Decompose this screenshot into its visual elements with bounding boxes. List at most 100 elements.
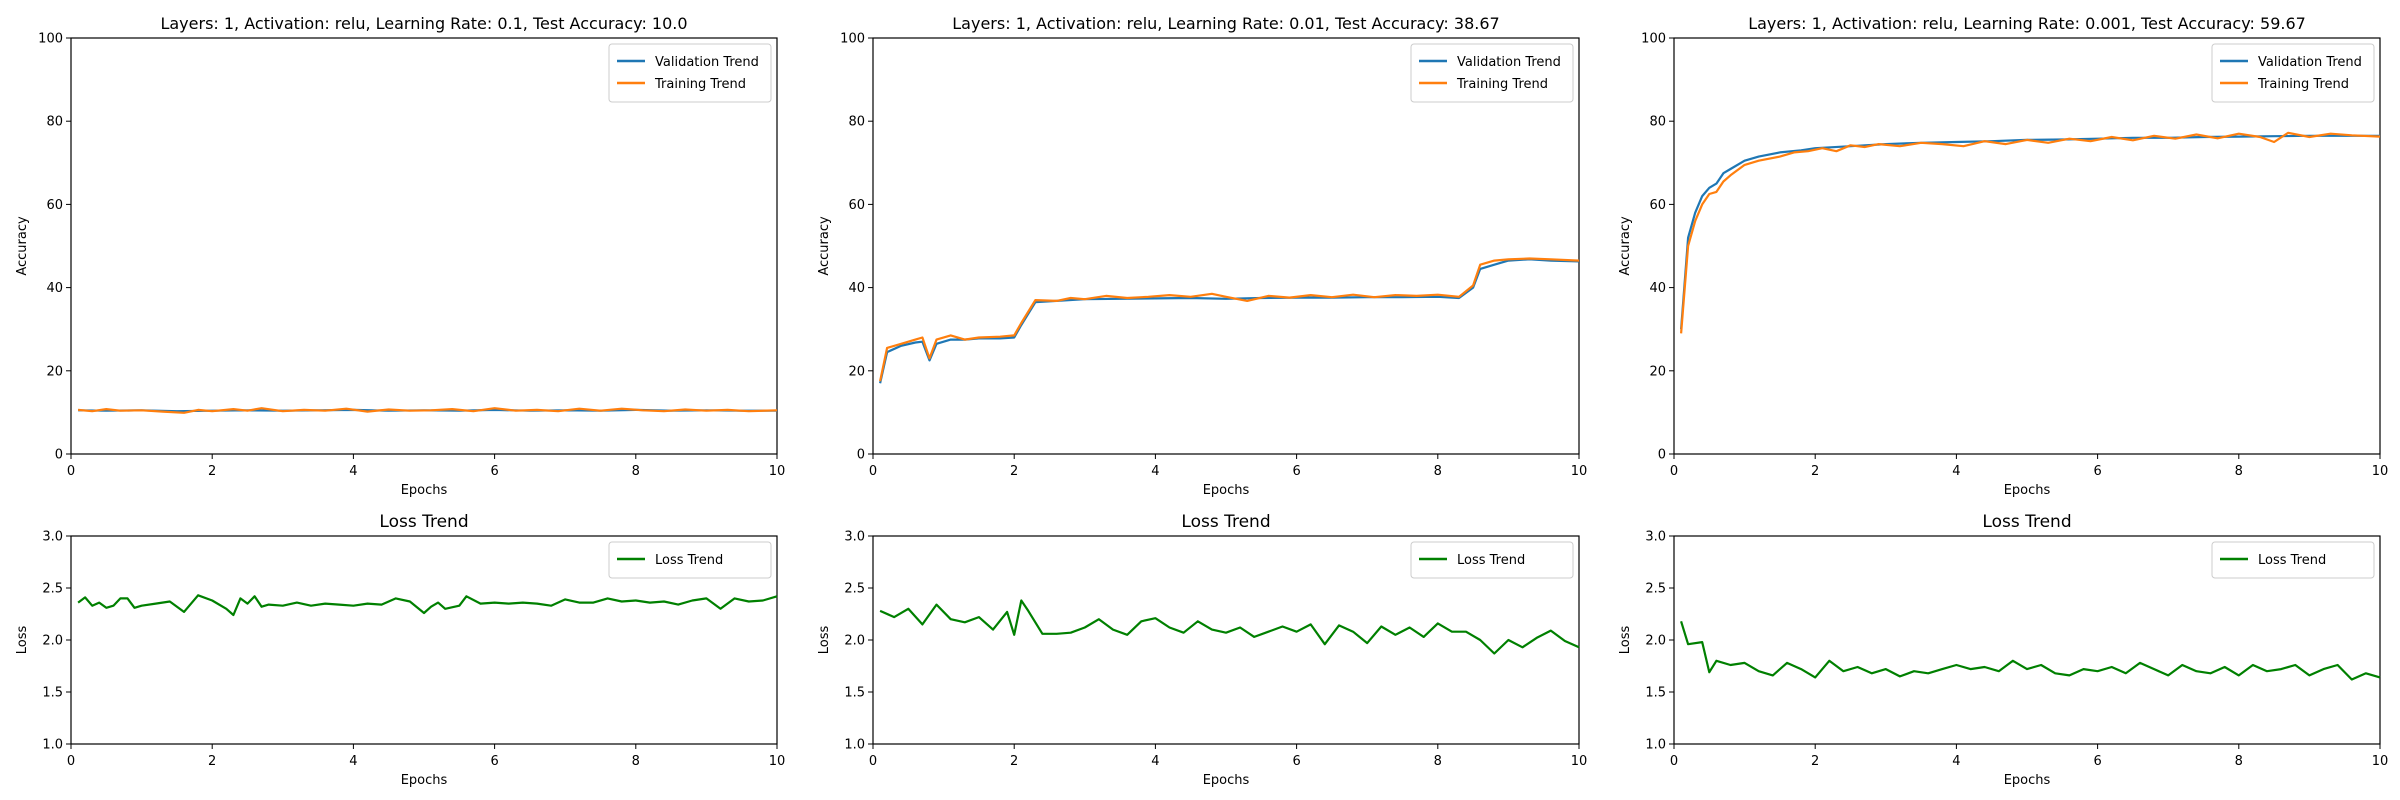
y-axis-label: Loss xyxy=(817,626,832,655)
y-tick-label: 2.5 xyxy=(1645,582,1666,597)
x-tick-label: 10 xyxy=(1571,464,1588,479)
series-line-loss-trend xyxy=(77,594,778,617)
y-tick-label: 2.5 xyxy=(42,582,63,597)
y-tick-label: 100 xyxy=(38,32,63,47)
x-tick-label: 10 xyxy=(769,754,786,769)
y-tick-label: 60 xyxy=(1649,198,1666,213)
x-tick-label: 6 xyxy=(2093,754,2101,769)
plot-frame xyxy=(1673,37,2381,455)
legend: Loss Trend xyxy=(1410,541,1574,579)
x-axis-label: Epochs xyxy=(2004,773,2051,788)
y-tick-label: 3.0 xyxy=(42,530,63,545)
x-tick-label: 6 xyxy=(1292,464,1300,479)
y-tick-label: 3.0 xyxy=(1645,530,1666,545)
x-tick-label: 8 xyxy=(632,754,640,769)
subplot-5: Loss Trend 0 2 4 6 8 10 1.0 1.5 2.0 2.5 3.0 Epochs Lo… xyxy=(817,512,1587,788)
legend-label: Validation Trend xyxy=(1457,55,1561,70)
x-tick-label: 0 xyxy=(1670,754,1678,769)
x-tick-label: 2 xyxy=(1811,754,1819,769)
y-tick-label: 0 xyxy=(1658,448,1666,463)
x-tick-label: 0 xyxy=(67,754,75,769)
x-tick-label: 8 xyxy=(1434,464,1442,479)
y-tick-label: 1.5 xyxy=(844,686,865,701)
x-tick-label: 8 xyxy=(632,464,640,479)
y-tick-label: 3.0 xyxy=(844,530,865,545)
series-line-validation-trend xyxy=(1680,134,2380,330)
legend-label: Loss Trend xyxy=(655,553,723,568)
legend-label: Validation Trend xyxy=(2258,55,2362,70)
y-tick-label: 2.0 xyxy=(42,634,63,649)
chart-title: Loss Trend xyxy=(379,512,468,532)
chart-title: Loss Trend xyxy=(1181,512,1270,532)
legend: Validation Trend Training Trend xyxy=(2211,43,2375,103)
y-axis-label: Loss xyxy=(15,626,30,655)
x-tick-label: 6 xyxy=(2093,464,2101,479)
y-tick-label: 1.5 xyxy=(42,686,63,701)
y-tick-label: 40 xyxy=(848,281,865,296)
y-tick-label: 0 xyxy=(857,448,865,463)
y-tick-label: 20 xyxy=(1649,364,1666,379)
x-tick-label: 8 xyxy=(2235,754,2243,769)
x-tick-label: 10 xyxy=(2372,464,2389,479)
x-tick-label: 6 xyxy=(490,754,498,769)
legend-box xyxy=(608,43,772,103)
legend: Loss Trend xyxy=(608,541,772,579)
x-tick-label: 2 xyxy=(208,464,216,479)
x-tick-label: 0 xyxy=(869,464,877,479)
x-tick-label: 0 xyxy=(1670,464,1678,479)
x-tick-label: 4 xyxy=(349,464,357,479)
chart-title: Layers: 1, Activation: relu, Learning Ra… xyxy=(952,14,1499,33)
plot-frame xyxy=(70,37,778,455)
y-tick-label: 80 xyxy=(46,115,63,130)
legend-label: Validation Trend xyxy=(655,55,759,70)
series-line-training-trend xyxy=(879,257,1580,382)
series-line-validation-trend xyxy=(879,258,1580,384)
subplot-1: Layers: 1, Activation: relu, Learning Ra… xyxy=(15,14,785,498)
x-tick-label: 2 xyxy=(1010,754,1018,769)
y-tick-label: 20 xyxy=(848,364,865,379)
legend-box xyxy=(608,541,772,579)
legend: Validation Trend Training Trend xyxy=(1410,43,1574,103)
y-tick-label: 1.0 xyxy=(844,738,865,753)
x-tick-label: 10 xyxy=(1571,754,1588,769)
y-tick-label: 2.5 xyxy=(844,582,865,597)
legend-label: Training Trend xyxy=(654,77,746,92)
series-line-loss-trend xyxy=(1680,620,2381,681)
x-tick-label: 0 xyxy=(869,754,877,769)
x-tick-label: 4 xyxy=(1151,754,1159,769)
x-tick-label: 2 xyxy=(1811,464,1819,479)
x-tick-label: 6 xyxy=(1292,754,1300,769)
y-tick-label: 1.0 xyxy=(1645,738,1666,753)
x-tick-label: 2 xyxy=(208,754,216,769)
legend-box xyxy=(1410,43,1574,103)
plot-frame xyxy=(872,37,1580,455)
chart-title: Layers: 1, Activation: relu, Learning Ra… xyxy=(160,14,687,33)
chart-title: Layers: 1, Activation: relu, Learning Ra… xyxy=(1748,14,2306,33)
x-tick-label: 4 xyxy=(349,754,357,769)
x-tick-label: 4 xyxy=(1952,754,1960,769)
y-axis-label: Loss xyxy=(1618,626,1633,655)
y-tick-label: 100 xyxy=(1641,32,1666,47)
x-tick-label: 10 xyxy=(2372,754,2389,769)
y-axis-label: Accuracy xyxy=(817,216,832,276)
y-axis-label: Accuracy xyxy=(1618,216,1633,276)
x-tick-label: 0 xyxy=(67,464,75,479)
y-tick-label: 1.0 xyxy=(42,738,63,753)
x-tick-label: 2 xyxy=(1010,464,1018,479)
x-tick-label: 4 xyxy=(1151,464,1159,479)
legend-label: Loss Trend xyxy=(1457,553,1525,568)
x-axis-label: Epochs xyxy=(1203,483,1250,498)
legend-label: Training Trend xyxy=(1456,77,1548,92)
x-axis-label: Epochs xyxy=(1203,773,1250,788)
legend: Loss Trend xyxy=(2211,541,2375,579)
legend-box xyxy=(2211,541,2375,579)
legend-label: Training Trend xyxy=(2257,77,2349,92)
y-tick-label: 20 xyxy=(46,364,63,379)
y-tick-label: 60 xyxy=(46,198,63,213)
y-tick-label: 0 xyxy=(55,448,63,463)
x-tick-label: 8 xyxy=(1434,754,1442,769)
y-tick-label: 2.0 xyxy=(1645,634,1666,649)
x-tick-label: 6 xyxy=(490,464,498,479)
series-line-loss-trend xyxy=(879,599,1580,655)
